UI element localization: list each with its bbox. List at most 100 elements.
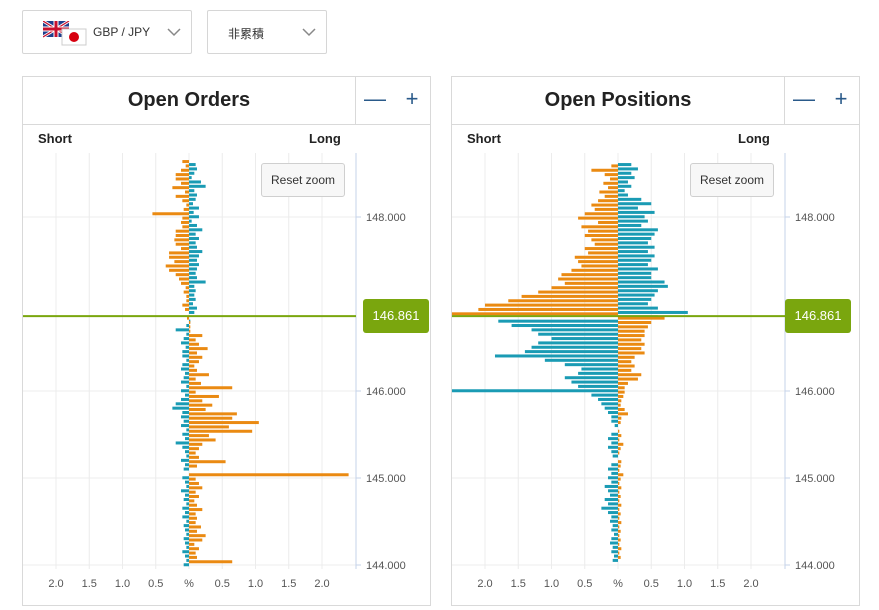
teal-bar bbox=[182, 550, 189, 554]
orange-bar bbox=[618, 390, 625, 394]
orange-bar bbox=[618, 412, 628, 416]
orange-bar bbox=[591, 203, 618, 207]
teal-bar bbox=[578, 371, 618, 375]
orange-bar bbox=[189, 355, 203, 359]
orange-bar bbox=[558, 277, 618, 281]
orange-bar bbox=[185, 190, 189, 194]
teal-bar bbox=[618, 267, 658, 271]
x-tick-label: 2.0 bbox=[314, 578, 329, 590]
teal-bar bbox=[189, 263, 199, 267]
orange-bar bbox=[189, 368, 197, 372]
orange-bar bbox=[584, 234, 618, 238]
x-tick-label: 1.5 bbox=[511, 578, 526, 590]
orange-bar bbox=[618, 442, 624, 446]
orange-bar bbox=[618, 525, 620, 529]
teal-bar bbox=[189, 180, 201, 184]
reset-zoom-button[interactable]: Reset zoom bbox=[690, 163, 774, 197]
teal-bar bbox=[618, 306, 658, 310]
orange-bar bbox=[618, 555, 621, 559]
teal-bar bbox=[564, 376, 618, 380]
teal-bar bbox=[618, 193, 628, 197]
teal-bar bbox=[181, 424, 189, 428]
orange-bar bbox=[618, 316, 665, 320]
orange-bar bbox=[175, 273, 189, 277]
open-positions-chart[interactable]: 148.000 146.000 145.000 144.000 2.0 1.5 1.0 0.5… bbox=[452, 77, 859, 605]
orange-bar bbox=[189, 412, 237, 416]
teal-bar bbox=[612, 524, 618, 528]
teal-bar bbox=[189, 223, 197, 227]
orange-bar bbox=[189, 477, 196, 481]
orange-bar bbox=[594, 242, 618, 246]
orange-bar bbox=[152, 212, 189, 216]
teal-bar bbox=[183, 337, 189, 341]
orange-bar bbox=[189, 351, 197, 355]
teal-bar bbox=[598, 397, 618, 401]
open-orders-chart[interactable]: 148.000 146.000 145.000 144.000 2.0 1.5 1.0 0.5… bbox=[23, 77, 430, 605]
zoom-out-button[interactable]: — bbox=[364, 86, 386, 111]
teal-bar bbox=[189, 215, 199, 219]
teal-bar bbox=[544, 358, 618, 362]
zoom-in-button[interactable]: + bbox=[834, 86, 848, 111]
orange-bar bbox=[175, 173, 189, 177]
orange-bar bbox=[618, 468, 620, 472]
zoom-in-button[interactable]: + bbox=[405, 86, 419, 111]
orange-bar bbox=[598, 220, 618, 224]
orange-bar bbox=[182, 225, 189, 229]
x-tick-label: 0.5 bbox=[148, 578, 163, 590]
teal-bar bbox=[538, 341, 618, 345]
orange-bar bbox=[581, 264, 618, 268]
teal-bar bbox=[189, 184, 206, 188]
teal-bar bbox=[618, 302, 648, 306]
teal-bar bbox=[611, 415, 618, 419]
mode-dropdown[interactable]: 非累積 bbox=[207, 10, 327, 54]
currency-pair-dropdown[interactable]: GBP / JPY bbox=[22, 10, 192, 54]
teal-bar bbox=[618, 202, 652, 206]
orange-bar bbox=[181, 247, 189, 251]
panel-title: Open Orders bbox=[127, 89, 251, 111]
zoom-out-button[interactable]: — bbox=[793, 86, 815, 111]
teal-bar bbox=[618, 241, 648, 245]
orange-bar bbox=[189, 486, 203, 490]
orange-bar bbox=[189, 534, 206, 538]
orange-bar bbox=[186, 299, 189, 303]
chevron-down-icon bbox=[167, 28, 181, 37]
orange-bar bbox=[599, 190, 618, 194]
orange-bar bbox=[181, 281, 189, 285]
x-tick-label: 2.0 bbox=[743, 578, 758, 590]
orange-bar bbox=[610, 177, 618, 181]
teal-bar bbox=[611, 537, 618, 541]
teal-bar bbox=[601, 506, 618, 510]
teal-bar bbox=[189, 210, 194, 214]
teal-bar bbox=[183, 537, 189, 541]
orange-bar bbox=[603, 181, 618, 185]
orange-bar bbox=[578, 216, 618, 220]
teal-bar bbox=[185, 511, 189, 515]
teal-bar bbox=[189, 171, 195, 175]
teal-bar bbox=[186, 428, 189, 432]
reset-zoom-button[interactable]: Reset zoom bbox=[261, 163, 345, 197]
orange-bar bbox=[578, 260, 618, 264]
orange-bar bbox=[182, 199, 189, 203]
orange-bar bbox=[551, 286, 618, 290]
teal-bar bbox=[181, 415, 189, 419]
teal-bar bbox=[186, 484, 189, 488]
teal-bar bbox=[618, 310, 688, 314]
orange-bar bbox=[189, 460, 226, 464]
orange-bar bbox=[618, 460, 622, 464]
teal-bar bbox=[183, 524, 189, 528]
teal-bar bbox=[611, 432, 618, 436]
teal-bar bbox=[189, 193, 197, 197]
teal-bar bbox=[618, 163, 632, 167]
short-label: Short bbox=[467, 131, 501, 146]
teal-bar bbox=[189, 176, 192, 180]
orange-bar bbox=[189, 386, 233, 390]
orange-bar bbox=[185, 307, 189, 311]
orange-bar bbox=[189, 521, 196, 525]
teal-bar bbox=[189, 267, 197, 271]
long-label: Long bbox=[309, 131, 341, 146]
uk-japan-flag-icon bbox=[43, 21, 87, 46]
orange-bar bbox=[179, 277, 189, 281]
orange-bar bbox=[189, 442, 203, 446]
teal-bar bbox=[189, 254, 199, 258]
teal-bar bbox=[452, 389, 618, 393]
